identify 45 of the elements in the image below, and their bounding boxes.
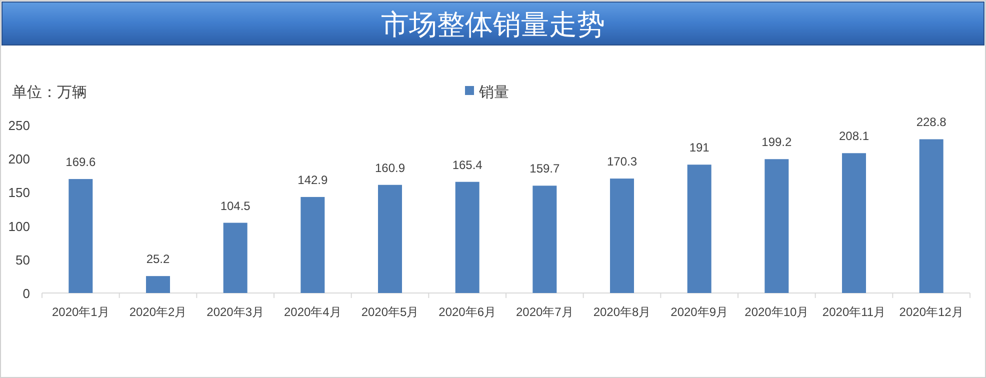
x-tick-label: 2020年4月 — [284, 305, 342, 319]
x-tick-label: 2020年10月 — [744, 305, 809, 319]
x-tick-label: 2020年8月 — [593, 305, 651, 319]
data-label: 170.3 — [606, 154, 638, 169]
data-label: 228.8 — [916, 115, 947, 130]
data-label: 191 — [689, 140, 710, 155]
y-tick-label: 250 — [8, 118, 30, 133]
x-tick-label: 2020年2月 — [129, 305, 187, 319]
y-axis-title: 单位：万辆 — [12, 84, 87, 101]
y-tick-label: 100 — [8, 218, 30, 234]
x-tick-label: 2020年6月 — [438, 305, 496, 319]
data-label: 165.4 — [452, 158, 483, 172]
chart-title: 市场整体销量走势 — [381, 10, 605, 41]
y-tick-label: 200 — [8, 152, 30, 167]
bar — [842, 153, 866, 293]
data-label: 104.5 — [220, 198, 251, 213]
data-label: 208.1 — [838, 129, 870, 144]
data-label: 160.9 — [374, 160, 406, 175]
x-tick-label: 2020年3月 — [206, 305, 264, 319]
data-label: 159.7 — [530, 162, 560, 176]
bar — [919, 139, 944, 293]
data-label: 142.9 — [298, 172, 328, 187]
bar — [532, 186, 557, 293]
bar — [378, 184, 402, 293]
y-tick-label: 50 — [16, 252, 30, 268]
x-tick-label: 2020年5月 — [361, 305, 419, 319]
bar — [687, 164, 712, 293]
bar — [455, 182, 480, 293]
bar — [68, 179, 93, 293]
data-label: 169.6 — [66, 155, 96, 170]
x-tick-label: 2020年12月 — [899, 305, 964, 319]
x-tick-label: 2020年11月 — [822, 305, 886, 319]
y-tick-label: 150 — [8, 185, 30, 200]
x-tick-label: 2020年7月 — [516, 305, 574, 319]
bar — [764, 159, 789, 293]
data-label: 25.2 — [146, 252, 170, 266]
x-tick-label: 2020年9月 — [670, 305, 728, 319]
bar — [300, 196, 325, 293]
bar — [610, 178, 634, 293]
bar — [223, 222, 248, 293]
y-tick-label: 0 — [22, 286, 30, 301]
data-label: 199.2 — [762, 135, 792, 150]
legend-label: 销量 — [478, 84, 509, 101]
bar — [146, 276, 170, 293]
x-tick-label: 2020年1月 — [52, 305, 110, 319]
